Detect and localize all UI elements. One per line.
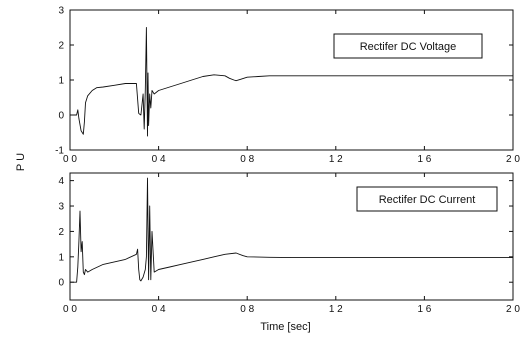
x-tick-label: 1 6 — [417, 154, 431, 165]
legend-label: Rectifer DC Voltage — [360, 41, 457, 53]
x-tick-label: 0 0 — [63, 304, 77, 315]
x-tick-label: 0 0 — [63, 154, 77, 165]
y-axis-title: P U — [15, 153, 27, 171]
x-tick-label: 0 4 — [152, 154, 166, 165]
series-line — [70, 27, 513, 137]
y-tick-label: 3 — [58, 202, 64, 213]
legend-label: Rectifer DC Current — [379, 194, 476, 206]
y-tick-label: 2 — [58, 41, 64, 52]
y-tick-label: -1 — [55, 146, 64, 157]
y-tick-label: 0 — [58, 278, 64, 289]
y-tick-label: 1 — [58, 252, 64, 263]
x-tick-label: 1 6 — [417, 304, 431, 315]
x-tick-label: 2 0 — [506, 304, 520, 315]
x-axis-title: Time [sec] — [260, 321, 310, 333]
series-line — [70, 177, 513, 283]
x-tick-label: 2 0 — [506, 154, 520, 165]
plot-frame — [69, 172, 514, 301]
x-tick-label: 1 2 — [329, 154, 343, 165]
y-tick-label: 0 — [58, 111, 64, 122]
x-tick-label: 0 4 — [152, 304, 166, 315]
legend-box — [333, 33, 483, 59]
y-tick-label: 2 — [58, 227, 64, 238]
legend-box — [356, 186, 498, 212]
x-tick-label: 0 8 — [240, 304, 254, 315]
panel-1: 0 0 0 4 0 8 1 2 1 6 2 0 -1 0 1 2 3 Rectifer DC Volt… — [55, 6, 520, 166]
y-tick-label: 3 — [58, 6, 64, 17]
panel-2: 0 0 0 4 0 8 1 2 1 6 2 0 0 1 2 3 4 Rectifer DC Curre… — [15, 153, 520, 333]
y-tick-label: 1 — [58, 76, 64, 87]
y-tick-label: 4 — [58, 176, 64, 187]
x-tick-label: 0 8 — [240, 154, 254, 165]
plot-frame — [69, 9, 514, 151]
x-tick-label: 1 2 — [329, 304, 343, 315]
